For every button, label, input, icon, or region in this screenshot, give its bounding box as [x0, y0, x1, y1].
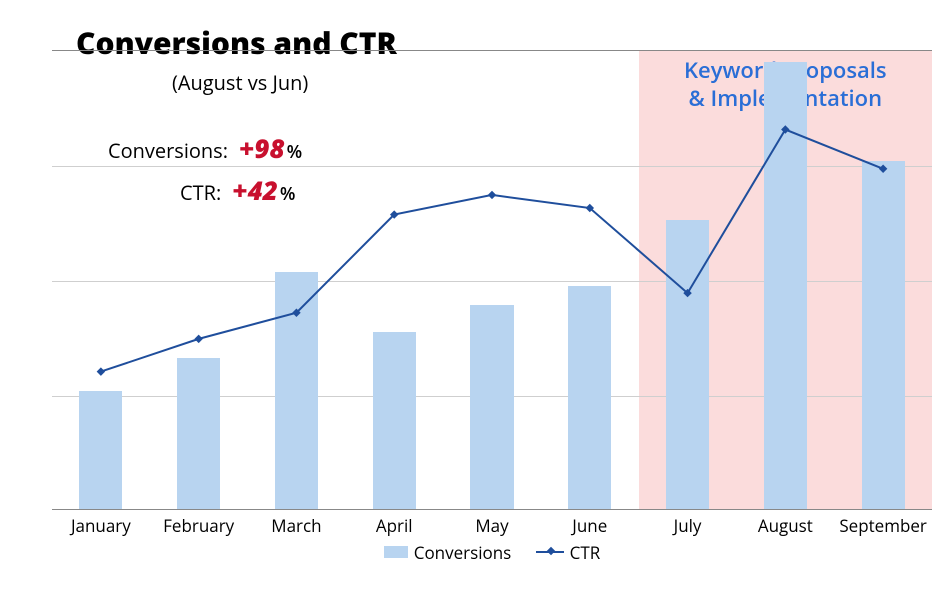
conversions-ctr-chart: Conversions and CTR (August vs Jun) Conv…: [52, 20, 932, 565]
ctr-line: [52, 51, 932, 509]
x-axis-label: May: [475, 514, 508, 537]
x-axis-label: July: [674, 514, 702, 537]
x-axis-label: June: [572, 514, 607, 537]
x-axis-label: August: [758, 514, 813, 537]
legend-label: CTR: [570, 541, 601, 564]
x-axis-label: April: [376, 514, 413, 537]
legend-item-conversions: Conversions: [384, 541, 512, 564]
plot-area: Keyword Proposals& Implementation: [52, 50, 932, 510]
x-axis: January February March April May June July Augu…: [52, 512, 932, 538]
x-axis-label: January: [71, 514, 131, 537]
legend-swatch-bar: [384, 546, 408, 558]
legend-swatch-line: [536, 546, 564, 558]
legend: Conversions CTR: [52, 540, 932, 564]
plot: Keyword Proposals& Implementation Januar…: [52, 20, 932, 540]
legend-item-ctr: CTR: [536, 541, 601, 564]
x-axis-label: March: [271, 514, 321, 537]
legend-label: Conversions: [414, 541, 512, 564]
x-axis-label: February: [163, 514, 234, 537]
x-axis-label: September: [839, 514, 927, 537]
